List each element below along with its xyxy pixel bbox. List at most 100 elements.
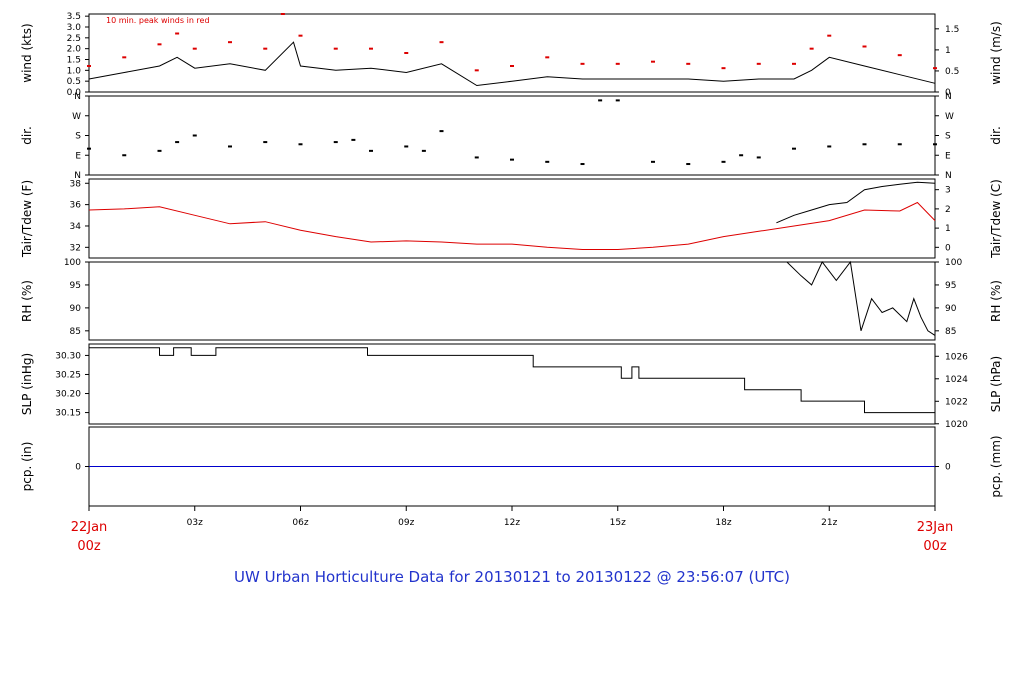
data-point (228, 41, 232, 44)
data-point (122, 56, 127, 59)
panel-2 (85, 178, 939, 259)
data-point (933, 67, 937, 70)
data-point (651, 60, 655, 63)
y-tick-label: 2.5 (67, 34, 81, 44)
data-point (739, 154, 744, 157)
y-tick-label: 1.0 (67, 66, 82, 76)
data-point (862, 45, 867, 48)
panel-5 (85, 426, 939, 507)
y-tick-label-right: 1 (945, 224, 951, 234)
x-tick-label: 09z (398, 518, 414, 528)
y-tick-label-right: N (945, 171, 952, 181)
x-tick-label: 06z (292, 518, 308, 528)
data-point (651, 160, 655, 163)
y-tick-label: 30.20 (55, 390, 81, 400)
x-tick-label: 21z (821, 518, 837, 528)
y-tick-label-right: 1026 (945, 352, 968, 362)
chart-title: UW Urban Horticulture Data for 20130121 … (234, 568, 790, 586)
data-point (228, 145, 232, 148)
data-point (827, 145, 832, 148)
data-point (545, 160, 550, 163)
y-tick-label: 30.15 (55, 409, 81, 419)
y-tick-label: 32 (70, 243, 81, 253)
data-point (580, 163, 585, 166)
data-point (87, 65, 91, 67)
y-axis-label-right: RH (%) (989, 280, 1003, 322)
y-axis-label-right: wind (m/s) (989, 21, 1003, 85)
data-point (298, 34, 303, 37)
y-axis-label-right: pcp. (mm) (989, 435, 1003, 497)
data-point (474, 69, 479, 72)
y-axis-label: wind (kts) (20, 23, 34, 82)
y-tick-label: 30.30 (55, 351, 81, 361)
data-point (333, 141, 338, 144)
data-point (474, 156, 479, 159)
y-tick-label-right: E (945, 151, 951, 161)
y-tick-label: 0 (75, 463, 81, 473)
data-point (333, 47, 338, 50)
data-point (421, 149, 426, 152)
data-point (792, 147, 796, 150)
data-point (615, 62, 620, 65)
y-tick-label-right: N (945, 92, 952, 102)
data-point (404, 52, 409, 54)
y-axis-label: dir. (20, 126, 34, 145)
y-tick-label: E (75, 151, 81, 161)
y-tick-label-right: 0.5 (945, 67, 959, 77)
y-tick-label-right: 0 (945, 243, 951, 253)
data-point (510, 158, 514, 161)
y-tick-label-right: 1020 (945, 420, 968, 430)
y-tick-label: 3.0 (67, 23, 82, 33)
y-tick-label-right: 85 (945, 327, 956, 337)
y-tick-label: N (74, 171, 81, 181)
y-tick-label: 34 (70, 222, 82, 232)
data-point (439, 41, 444, 44)
y-tick-label: W (72, 112, 81, 122)
data-point (369, 149, 373, 152)
data-point (263, 141, 268, 144)
y-tick-label-right: 0 (945, 88, 951, 98)
y-tick-label: 95 (70, 281, 81, 291)
y-tick-label-right: 2 (945, 205, 951, 215)
data-point (122, 154, 127, 157)
panel-frame (88, 95, 936, 176)
y-tick-label: 3.5 (67, 12, 81, 22)
data-point (897, 54, 902, 57)
y-axis-label: pcp. (in) (20, 442, 34, 492)
y-tick-label-right: 3 (945, 186, 951, 196)
y-tick-label-right: 1 (945, 46, 951, 56)
x-start-hour: 00z (77, 539, 101, 554)
y-tick-label: 100 (64, 258, 81, 268)
data-point (721, 160, 726, 163)
x-end-date: 23Jan (917, 520, 954, 535)
data-point (280, 13, 285, 15)
y-tick-label-right: 100 (945, 258, 962, 268)
y-tick-label: 36 (70, 201, 82, 211)
y-axis-label: Tair/Tdew (F) (20, 180, 34, 258)
x-end-hour: 00z (923, 539, 947, 554)
y-tick-label-right: W (945, 112, 954, 122)
series-line-0 (88, 201, 936, 250)
data-point (175, 141, 180, 144)
series-line-0 (89, 347, 935, 414)
data-point (933, 143, 937, 146)
data-point (686, 163, 691, 166)
panel-3 (85, 260, 939, 341)
data-point (721, 67, 726, 70)
panel-4 (85, 343, 939, 425)
data-point (827, 34, 832, 37)
data-point (510, 65, 514, 67)
data-point (157, 43, 162, 46)
y-tick-label-right: S (945, 132, 951, 142)
panel-frame (88, 261, 936, 341)
y-tick-label-right: 0 (945, 463, 951, 473)
data-point (439, 130, 444, 133)
x-tick-label: 15z (610, 518, 626, 528)
y-axis-label: RH (%) (20, 280, 34, 322)
y-tick-label: 90 (70, 304, 82, 314)
data-point (580, 62, 585, 65)
y-axis-label: SLP (inHg) (20, 353, 34, 415)
y-tick-label: 85 (70, 327, 81, 337)
series-line-0 (88, 41, 936, 87)
